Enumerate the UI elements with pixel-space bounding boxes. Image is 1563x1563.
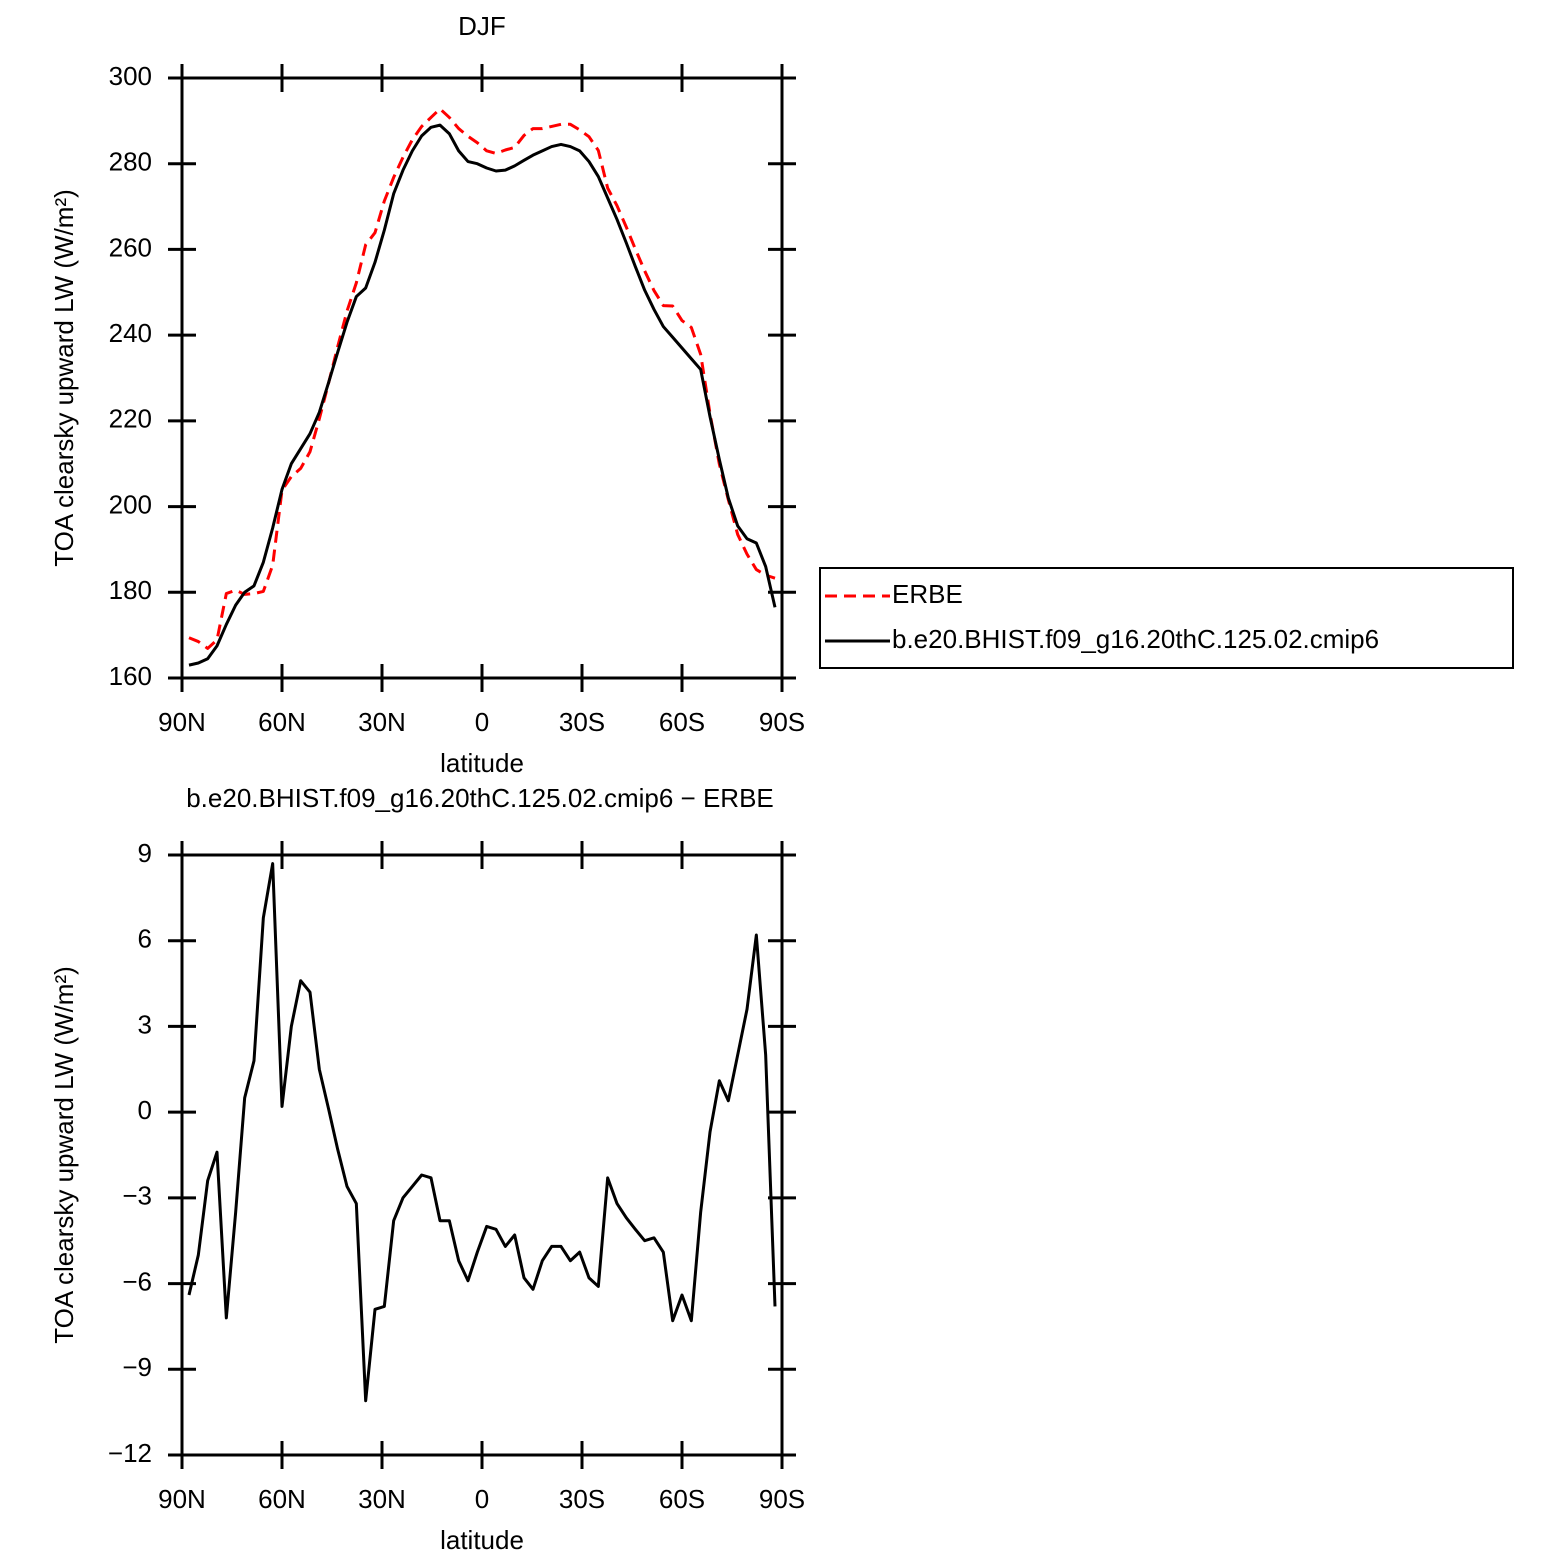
x-axis-label: latitude — [440, 748, 524, 778]
x-tick-label: 90S — [759, 707, 805, 737]
x-tick-label: 30N — [358, 707, 406, 737]
y-tick-label: 240 — [109, 318, 152, 348]
y-tick-label: 280 — [109, 147, 152, 177]
x-tick-label: 60N — [258, 707, 306, 737]
x-tick-label: 90N — [158, 707, 206, 737]
y-tick-label: −9 — [122, 1352, 152, 1382]
y-tick-label: −3 — [122, 1181, 152, 1211]
y-tick-label: 180 — [109, 575, 152, 605]
chart-title: b.e20.BHIST.f09_g16.20thC.125.02.cmip6 −… — [186, 783, 774, 813]
x-tick-label: 30S — [559, 1484, 605, 1514]
y-tick-label: 300 — [109, 61, 152, 91]
y-axis-label: TOA clearsky upward LW (W/m²) — [49, 966, 79, 1344]
data-line — [187, 862, 777, 1403]
x-tick-label: 60S — [659, 707, 705, 737]
y-tick-label: −12 — [108, 1438, 152, 1468]
y-tick-label: 6 — [138, 924, 152, 954]
x-axis-label: latitude — [440, 1525, 524, 1555]
data-line — [188, 123, 777, 667]
y-tick-label: 0 — [138, 1095, 152, 1125]
y-tick-label: −6 — [122, 1266, 152, 1296]
x-tick-label: 90S — [759, 1484, 805, 1514]
x-tick-label: 0 — [475, 707, 489, 737]
x-tick-label: 60N — [258, 1484, 306, 1514]
x-tick-label: 90N — [158, 1484, 206, 1514]
y-tick-label: 160 — [109, 661, 152, 691]
legend-label: b.e20.BHIST.f09_g16.20thC.125.02.cmip6 — [892, 624, 1379, 654]
legend-box — [819, 567, 1514, 669]
x-tick-label: 30S — [559, 707, 605, 737]
data-line — [188, 107, 776, 650]
y-axis-label: TOA clearsky upward LW (W/m²) — [49, 189, 79, 567]
y-tick-label: 220 — [109, 404, 152, 434]
y-tick-label: 200 — [109, 489, 152, 519]
chart-title: DJF — [458, 11, 506, 41]
plot-frame — [180, 76, 784, 680]
x-tick-label: 60S — [659, 1484, 705, 1514]
x-tick-label: 30N — [358, 1484, 406, 1514]
y-tick-label: 3 — [138, 1009, 152, 1039]
y-tick-label: 9 — [138, 838, 152, 868]
x-tick-label: 0 — [475, 1484, 489, 1514]
plot-frame — [180, 853, 784, 1457]
legend-label: ERBE — [892, 579, 963, 609]
y-tick-label: 260 — [109, 232, 152, 262]
